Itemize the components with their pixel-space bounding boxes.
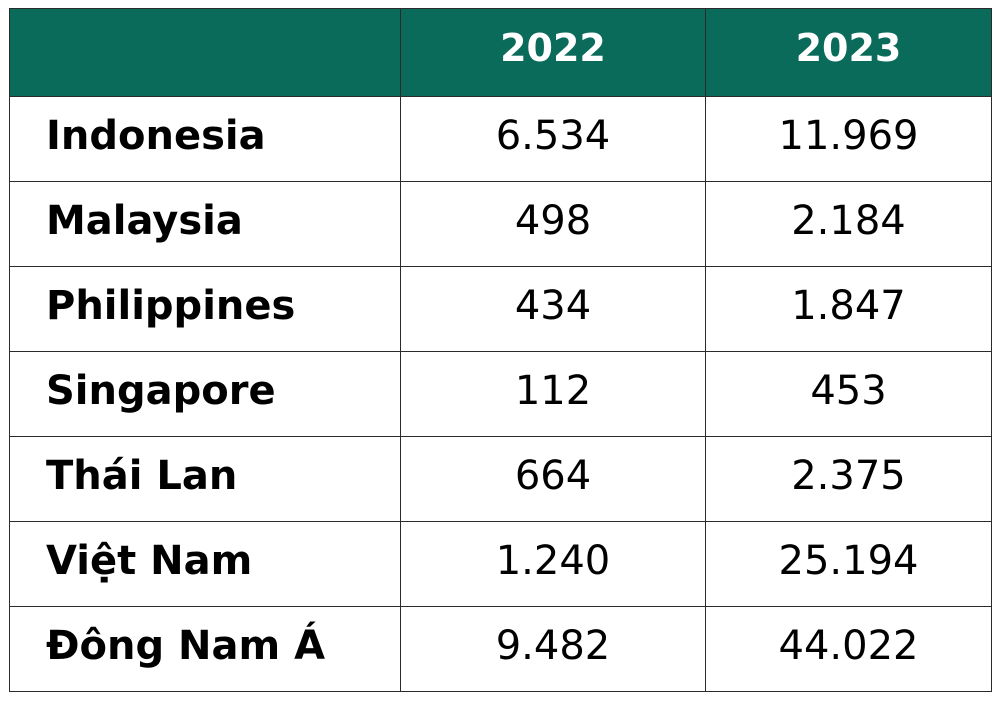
value-2022: 434 [400,266,706,352]
table-row: Malaysia 498 2.184 [9,181,992,267]
value-2023: 2.184 [705,181,992,267]
data-table: 2022 2023 Indonesia 6.534 11.969 Malaysi… [9,8,992,692]
value-2023: 25.194 [705,521,992,607]
table-row: Đông Nam Á 9.482 44.022 [9,606,992,692]
table-header: 2022 2023 [9,8,992,97]
header-cell-2023: 2023 [705,8,992,97]
row-label: Thái Lan [9,436,401,522]
value-2022: 1.240 [400,521,706,607]
table-row: Indonesia 6.534 11.969 [9,96,992,182]
value-2022: 6.534 [400,96,706,182]
value-2022: 9.482 [400,606,706,692]
table-body: Indonesia 6.534 11.969 Malaysia 498 2.18… [9,96,992,692]
row-label: Malaysia [9,181,401,267]
row-label: Philippines [9,266,401,352]
value-2023: 453 [705,351,992,437]
value-2023: 44.022 [705,606,992,692]
table-row: Singapore 112 453 [9,351,992,437]
value-2022: 664 [400,436,706,522]
row-label: Singapore [9,351,401,437]
table-row: Việt Nam 1.240 25.194 [9,521,992,607]
table-row: Thái Lan 664 2.375 [9,436,992,522]
value-2023: 11.969 [705,96,992,182]
table-row: Philippines 434 1.847 [9,266,992,352]
header-cell-2022: 2022 [400,8,706,97]
header-cell-blank [9,8,401,97]
row-label: Indonesia [9,96,401,182]
row-label: Việt Nam [9,521,401,607]
value-2023: 1.847 [705,266,992,352]
value-2022: 112 [400,351,706,437]
value-2022: 498 [400,181,706,267]
row-label: Đông Nam Á [9,606,401,692]
value-2023: 2.375 [705,436,992,522]
header-row: 2022 2023 [9,8,992,97]
